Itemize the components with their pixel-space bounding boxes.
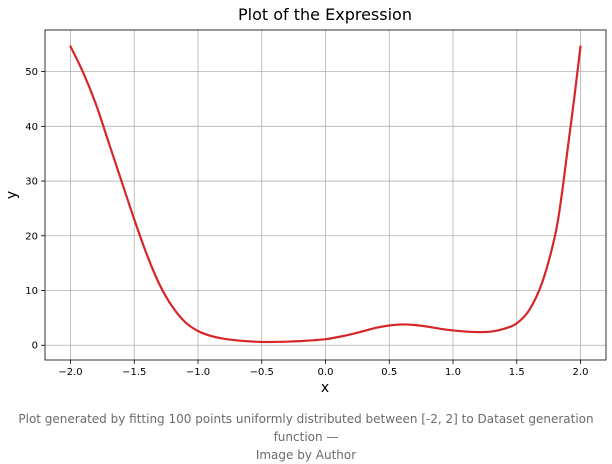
caption-line-1: Plot generated by fitting 100 points uni…: [18, 412, 594, 444]
x-tick-label: 1.0: [445, 367, 461, 378]
chart-title: Plot of the Expression: [238, 5, 412, 24]
series-layer: [69, 45, 582, 344]
series-line: [69, 45, 582, 344]
plot-frame: [44, 29, 607, 361]
x-tick-label: −1.0: [186, 367, 210, 378]
y-tick-label: 50: [25, 67, 38, 78]
x-tick-label: 1.5: [509, 367, 525, 378]
x-tick-label: −2.0: [58, 367, 82, 378]
x-tick-label: −0.5: [250, 367, 274, 378]
grid: [45, 30, 606, 360]
y-axis-label: y: [4, 191, 20, 199]
y-tick-label: 40: [25, 122, 38, 133]
caption-line-2: Image by Author: [255, 448, 357, 462]
y-tick-label: 30: [25, 177, 38, 188]
x-tick-label: 2.0: [573, 367, 589, 378]
x-axis-label: x: [321, 380, 329, 396]
figure-caption: Plot generated by fitting 100 points uni…: [0, 410, 612, 464]
x-tick-label: 0.5: [381, 367, 397, 378]
x-tick-label: 0.0: [318, 367, 334, 378]
y-tick-label: 20: [25, 231, 38, 242]
y-tick-label: 10: [25, 286, 38, 297]
y-tick-label: 0: [32, 341, 38, 352]
axis-ticks: −2.0 −1.5 −1.0 −0.5 0.0 0.5 1.0 1.5 2.0 0 10 20 30 40…: [25, 67, 588, 378]
x-tick-label: −1.5: [122, 367, 146, 378]
chart: Plot of the Expression −2.0 −1.5 −1.0 −0.5 0…: [4, 5, 607, 396]
